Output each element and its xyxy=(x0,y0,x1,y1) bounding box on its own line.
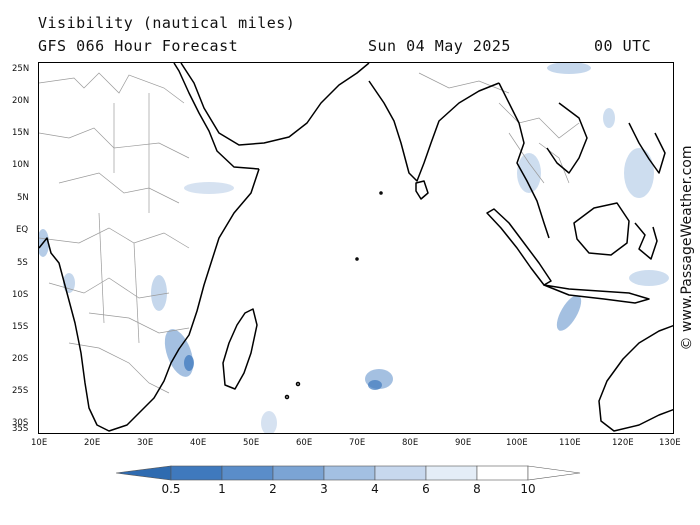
colorbar-cells xyxy=(116,465,581,481)
lon-label: 30E xyxy=(137,438,154,448)
lon-label: 110E xyxy=(559,438,581,448)
chart-title: Visibility (nautical miles) xyxy=(38,14,296,32)
colorbar-cell xyxy=(374,465,427,481)
colorbar-label: 1 xyxy=(218,482,226,496)
lat-label: 10S xyxy=(12,290,29,300)
colorbar-label: 3 xyxy=(320,482,328,496)
colorbar-label: 6 xyxy=(422,482,430,496)
lat-label: 20S xyxy=(12,354,29,364)
lon-label: 130E xyxy=(659,438,681,448)
colorbar xyxy=(116,465,581,481)
colorbar-label: 10 xyxy=(520,482,536,496)
lat-label: 35S xyxy=(12,424,29,434)
lon-label: 10E xyxy=(31,438,48,448)
colorbar-label: 8 xyxy=(473,482,481,496)
lat-label: 30S xyxy=(12,418,29,428)
forecast-subtitle: GFS 066 Hour Forecast xyxy=(38,37,239,55)
colorbar-cell xyxy=(425,465,478,481)
lat-label: EQ xyxy=(16,225,29,235)
lon-label: 60E xyxy=(296,438,313,448)
lon-label: 50E xyxy=(243,438,260,448)
lat-label: 10N xyxy=(12,160,30,170)
copyright-text: © www.PassageWeather.com xyxy=(679,145,695,351)
low-visibility-patches xyxy=(39,63,669,433)
colorbar-min-arrow xyxy=(116,465,172,481)
lon-label: 70E xyxy=(349,438,366,448)
country-borders xyxy=(39,72,580,394)
lon-label: 40E xyxy=(190,438,207,448)
copyright-notice: © www.PassageWeather.com xyxy=(676,62,698,434)
lat-label: 5N xyxy=(17,193,29,203)
lon-label: 20E xyxy=(84,438,101,448)
lat-label: 25S xyxy=(12,386,29,396)
coastlines xyxy=(39,63,673,432)
colorbar-cell xyxy=(272,465,325,481)
forecast-date: Sun 04 May 2025 xyxy=(368,37,511,55)
colorbar-cell xyxy=(323,465,376,481)
lon-label: 100E xyxy=(506,438,528,448)
lon-label: 90E xyxy=(455,438,472,448)
forecast-time: 00 UTC xyxy=(594,37,652,55)
colorbar-label: 2 xyxy=(269,482,277,496)
visibility-map[interactable] xyxy=(38,62,674,434)
map-canvas xyxy=(39,63,673,433)
lat-label: 5S xyxy=(17,258,28,268)
lat-label: 25N xyxy=(12,64,30,74)
colorbar-cell xyxy=(476,465,529,481)
lat-label: 15S xyxy=(12,322,29,332)
lon-label: 120E xyxy=(612,438,634,448)
colorbar-cell xyxy=(170,465,223,481)
lat-label: 20N xyxy=(12,96,30,106)
colorbar-label: 0.5 xyxy=(161,482,181,496)
lon-label: 80E xyxy=(402,438,419,448)
colorbar-label: 4 xyxy=(371,482,379,496)
colorbar-cell xyxy=(221,465,274,481)
colorbar-max-arrow xyxy=(527,465,581,481)
lat-label: 15N xyxy=(12,128,30,138)
